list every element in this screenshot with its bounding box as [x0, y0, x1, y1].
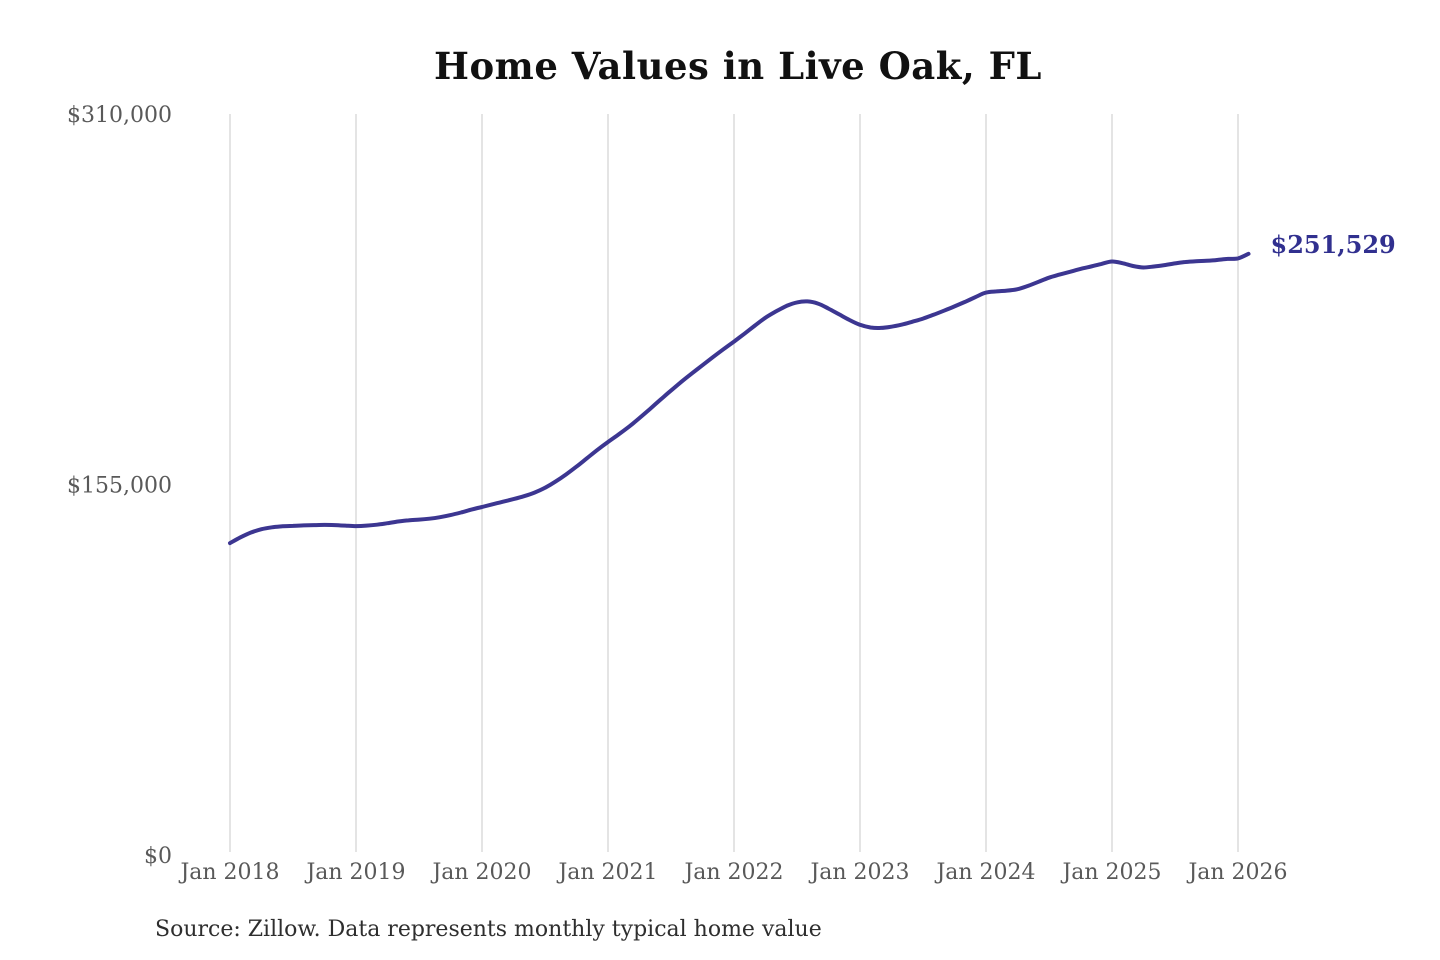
x-axis-tick-label: Jan 2024 [934, 860, 1035, 885]
latest-value-label: $251,529 [1271, 230, 1396, 259]
x-axis-tick-label: Jan 2026 [1186, 860, 1287, 885]
x-axis-tick-label: Jan 2021 [556, 860, 657, 885]
y-axis-tick-label: $0 [144, 844, 172, 869]
x-axis-tick-label: Jan 2019 [304, 860, 405, 885]
y-axis-tick-label: $310,000 [67, 103, 172, 128]
chart-title: Home Values in Live Oak, FL [434, 44, 1042, 88]
x-axis-tick-label: Jan 2020 [430, 860, 531, 885]
x-axis-tick-label: Jan 2022 [682, 860, 783, 885]
x-axis-tick-label: Jan 2018 [178, 860, 279, 885]
source-note: Source: Zillow. Data represents monthly … [155, 917, 822, 942]
home-value-line [228, 251, 1251, 546]
x-axis-tick-label: Jan 2025 [1060, 860, 1161, 885]
y-axis-tick-label: $155,000 [67, 474, 172, 499]
x-axis-tick-label: Jan 2023 [808, 860, 909, 885]
